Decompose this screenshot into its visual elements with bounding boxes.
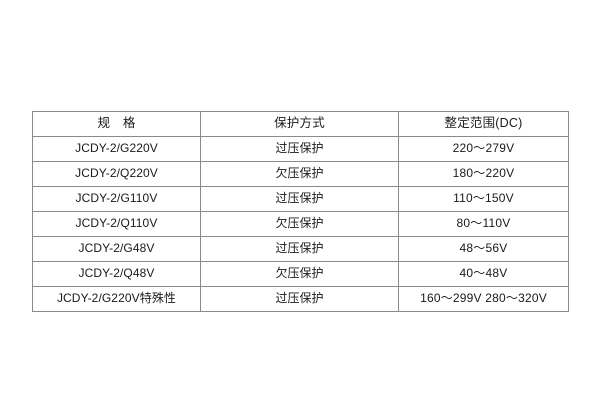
cell-protection-mode: 欠压保护	[200, 161, 399, 187]
cell-model: JCDY-2/G48V	[32, 236, 201, 262]
table-header-row: 规 格 保护方式 整定范围(DC)	[32, 111, 569, 137]
table-row: JCDY-2/Q220V 欠压保护 180～220V	[32, 161, 569, 187]
cell-model: JCDY-2/Q48V	[32, 261, 201, 287]
table-row: JCDY-2/Q110V 欠压保护 80～110V	[32, 211, 569, 237]
cell-setting-range: 110～150V	[398, 186, 569, 212]
cell-setting-range: 80～110V	[398, 211, 569, 237]
cell-model: JCDY-2/Q110V	[32, 211, 201, 237]
cell-protection-mode: 过压保护	[200, 136, 399, 162]
specification-table-container: 规 格 保护方式 整定范围(DC) JCDY-2/G220V 过压保护 220～…	[32, 111, 569, 312]
table-row: JCDY-2/Q48V 欠压保护 40～48V	[32, 261, 569, 287]
cell-model: JCDY-2/G110V	[32, 186, 201, 212]
table-header: 规 格 保护方式 整定范围(DC)	[32, 111, 569, 137]
table-row: JCDY-2/G48V 过压保护 48～56V	[32, 236, 569, 262]
cell-protection-mode: 欠压保护	[200, 261, 399, 287]
cell-model: JCDY-2/Q220V	[32, 161, 201, 187]
table-row: JCDY-2/G110V 过压保护 110～150V	[32, 186, 569, 212]
cell-setting-range: 180～220V	[398, 161, 569, 187]
cell-model: JCDY-2/G220V	[32, 136, 201, 162]
cell-setting-range: 48～56V	[398, 236, 569, 262]
cell-setting-range: 220～279V	[398, 136, 569, 162]
relay-specification-table: 规 格 保护方式 整定范围(DC) JCDY-2/G220V 过压保护 220～…	[32, 111, 569, 312]
cell-protection-mode: 欠压保护	[200, 211, 399, 237]
table-body: JCDY-2/G220V 过压保护 220～279V JCDY-2/Q220V …	[32, 136, 569, 312]
table-row: JCDY-2/G220V 过压保护 220～279V	[32, 136, 569, 162]
table-row: JCDY-2/G220V特殊性 过压保护 160～299V 280～320V	[32, 286, 569, 312]
cell-protection-mode: 过压保护	[200, 236, 399, 262]
cell-setting-range: 160～299V 280～320V	[398, 286, 569, 312]
column-header-protection-mode: 保护方式	[200, 111, 399, 137]
cell-protection-mode: 过压保护	[200, 186, 399, 212]
column-header-setting-range: 整定范围(DC)	[398, 111, 569, 137]
cell-setting-range: 40～48V	[398, 261, 569, 287]
cell-protection-mode: 过压保护	[200, 286, 399, 312]
cell-model: JCDY-2/G220V特殊性	[32, 286, 201, 312]
column-header-model: 规 格	[32, 111, 201, 137]
